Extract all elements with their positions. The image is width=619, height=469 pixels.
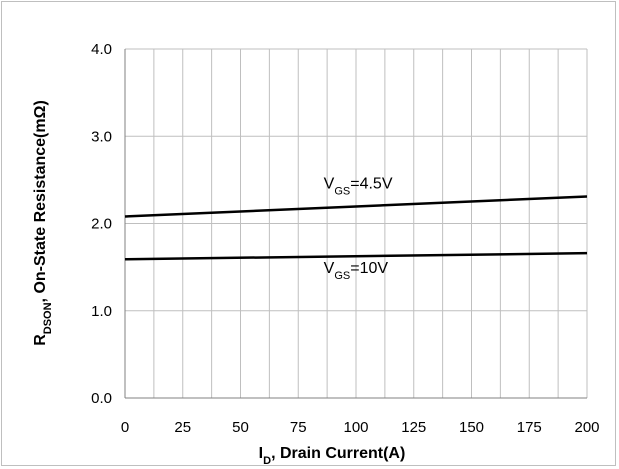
y-axis-title: RDSON, On-State Resistance(mΩ) bbox=[32, 100, 54, 346]
annotations: VGS=4.5V VGS=10V bbox=[324, 176, 393, 283]
x-axis-title: ID, Drain Current(A) bbox=[259, 445, 406, 467]
y-axis-title-sub: DSON bbox=[42, 302, 54, 334]
y-tick-label: 4.0 bbox=[91, 41, 112, 58]
y-tick-label: 1.0 bbox=[91, 303, 112, 320]
series-annotation: VGS=10V bbox=[324, 260, 389, 282]
x-tick-label: 25 bbox=[174, 419, 191, 436]
y-axis-title-main: R bbox=[32, 334, 49, 346]
tick-labels: 0 25 50 75 100 125 150 175 200 0.0 1.0 2.0 3.0 4.0 bbox=[91, 41, 599, 436]
x-tick-label: 100 bbox=[343, 419, 368, 436]
grid-lines bbox=[124, 48, 588, 399]
x-tick-label: 125 bbox=[401, 419, 426, 436]
y-axis-title-rest: , On-State Resistance(mΩ) bbox=[32, 100, 49, 302]
x-tick-label: 0 bbox=[121, 419, 129, 436]
x-tick-label: 175 bbox=[517, 419, 542, 436]
x-tick-label: 200 bbox=[574, 419, 599, 436]
x-tick-label: 50 bbox=[232, 419, 249, 436]
x-axis-title-rest: , Drain Current(A) bbox=[271, 445, 405, 462]
x-axis-title-main: I bbox=[259, 445, 263, 462]
series-lines bbox=[124, 195, 588, 261]
y-tick-label: 2.0 bbox=[91, 216, 112, 233]
series-line bbox=[124, 251, 588, 261]
x-tick-label: 75 bbox=[290, 419, 307, 436]
y-tick-label: 0.0 bbox=[91, 390, 112, 407]
x-axis-title-sub: D bbox=[263, 455, 271, 467]
series-annotation: VGS=4.5V bbox=[324, 176, 393, 198]
series-line bbox=[124, 195, 588, 218]
y-tick-label: 3.0 bbox=[91, 128, 112, 145]
x-tick-label: 150 bbox=[459, 419, 484, 436]
